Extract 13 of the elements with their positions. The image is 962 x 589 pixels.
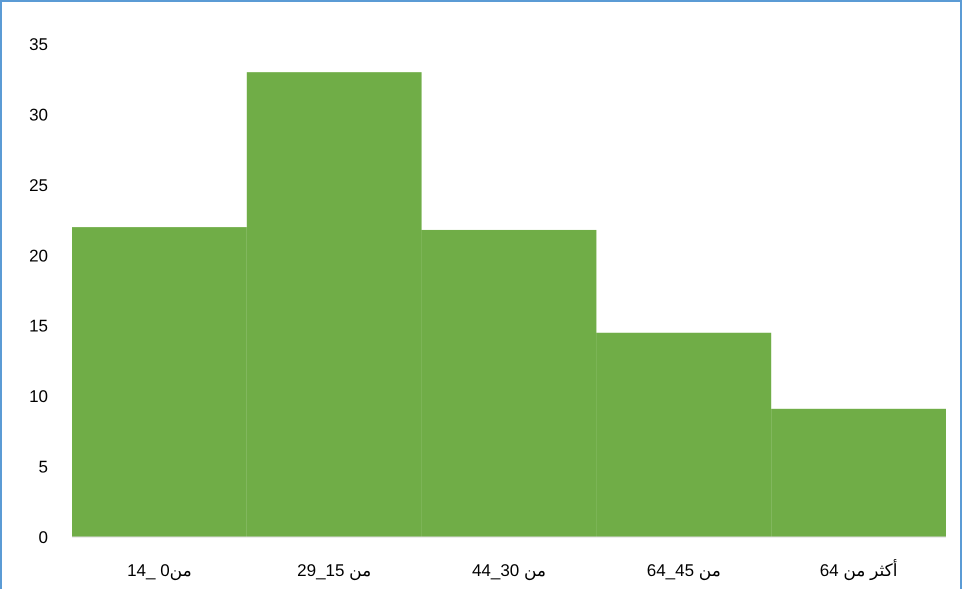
y-tick-label: 10 [29,387,48,406]
x-tick-label: من0 _14 [127,561,192,581]
y-tick-label: 5 [38,458,48,477]
x-tick-label: من 15_29 [297,561,372,581]
x-tick-label: أكثر من 64 [820,559,898,581]
x-tick-label: من 30_44 [472,561,546,581]
y-tick-label: 30 [29,105,48,124]
y-tick-label: 20 [29,246,48,266]
y-tick-label: 35 [29,35,48,54]
x-tick-label: من 45_64 [646,561,721,581]
y-tick-label: 15 [29,316,48,336]
y-tick-label: 25 [29,176,48,195]
y-tick-label: 0 [38,528,48,547]
